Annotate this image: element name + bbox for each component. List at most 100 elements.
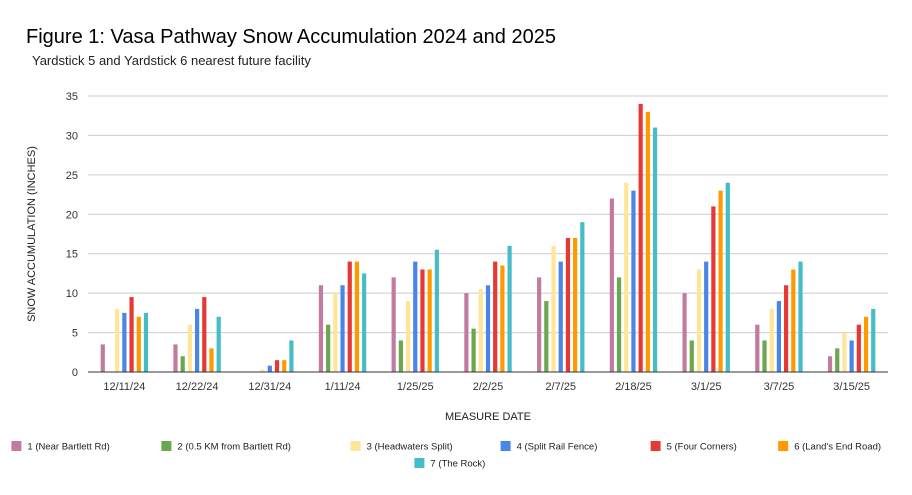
y-tick-label: 0 <box>72 367 78 379</box>
bar <box>696 269 702 372</box>
bar <box>180 356 185 372</box>
bar <box>173 344 178 372</box>
bar <box>471 328 476 372</box>
bar <box>784 285 789 372</box>
bar <box>827 356 833 372</box>
bar <box>711 206 716 372</box>
bar <box>129 297 134 372</box>
bar <box>122 312 127 372</box>
legend-swatch <box>650 441 661 451</box>
legend: 1 (Near Bartlett Rd) 2 (0.5 KM from Bartl… <box>11 441 881 470</box>
x-tick-label: 3/1/25 <box>691 381 722 393</box>
y-tick-label: 20 <box>66 209 78 221</box>
bar <box>645 111 650 373</box>
legend-label: 4 (Split Rail Fence) <box>517 442 598 453</box>
grid-lines <box>88 95 888 334</box>
legend-label: 1 (Near Bartlett Rd) <box>27 442 109 453</box>
x-axis-ticks: 12/11/24 12/22/24 12/31/24 1/11/24 1/25/25 2/… <box>103 381 870 393</box>
x-tick-label: 12/11/24 <box>103 381 145 393</box>
bar <box>115 308 120 372</box>
y-axis-ticks: 0 5 10 15 20 25 30 35 <box>66 91 78 379</box>
bar <box>725 182 730 372</box>
legend-swatch <box>161 441 172 451</box>
bar <box>187 324 192 372</box>
bar <box>493 261 498 372</box>
bar <box>500 265 505 372</box>
bar <box>464 293 469 372</box>
bar <box>624 182 629 372</box>
bar <box>704 261 709 372</box>
x-tick-label: 12/22/24 <box>176 381 219 393</box>
bar <box>326 324 331 372</box>
legend-label: 6 (Land's End Road) <box>794 442 881 453</box>
bar <box>398 340 403 372</box>
legend-label: 5 (Four Corners) <box>667 442 737 453</box>
bar <box>507 245 512 372</box>
chart-title: Figure 1: Vasa Pathway Snow Accumulation… <box>26 26 556 48</box>
bar <box>573 237 578 372</box>
bar <box>842 332 847 372</box>
x-tick-label: 2/7/25 <box>545 381 576 393</box>
x-tick-label: 2/2/25 <box>473 381 504 393</box>
bar <box>194 308 200 372</box>
legend-swatch <box>778 441 789 451</box>
bar <box>347 261 352 372</box>
bar <box>769 308 774 372</box>
bar <box>558 261 563 372</box>
bar <box>835 348 840 372</box>
bar <box>209 348 214 372</box>
x-tick-label: 1/11/24 <box>325 381 361 393</box>
x-tick-label: 1/25/25 <box>397 381 434 393</box>
bar <box>136 316 141 372</box>
bar <box>638 103 643 372</box>
legend-label: 2 (0.5 KM from Bartlett Rd) <box>177 442 291 453</box>
bar <box>333 293 338 372</box>
legend-swatch <box>414 458 425 468</box>
bar <box>616 277 622 372</box>
y-tick-label: 35 <box>66 91 78 103</box>
y-tick-label: 15 <box>66 249 78 261</box>
x-tick-label: 3/15/25 <box>833 381 870 393</box>
bar <box>143 312 149 372</box>
bar <box>420 269 425 372</box>
bar <box>791 269 796 372</box>
bar <box>544 301 549 372</box>
bars <box>100 103 876 373</box>
chart-subtitle: Yardstick 5 and Yardstick 6 nearest futu… <box>32 53 311 68</box>
bar <box>631 190 636 372</box>
bar <box>340 285 345 372</box>
bar <box>260 369 265 372</box>
y-tick-label: 5 <box>72 328 78 340</box>
bar <box>427 269 432 372</box>
bar <box>318 285 324 372</box>
bar <box>267 365 272 372</box>
y-axis-title: SNOW ACCUMULATION (INCHES) <box>26 146 38 322</box>
bar <box>652 127 658 373</box>
bar <box>776 301 782 372</box>
bar <box>856 324 861 372</box>
y-tick-label: 10 <box>66 288 78 300</box>
bar <box>478 289 483 372</box>
x-tick-label: 12/31/24 <box>248 381 291 393</box>
bar <box>551 245 556 372</box>
x-tick-label: 2/18/25 <box>615 381 652 393</box>
bar <box>289 340 294 372</box>
bar <box>689 340 694 372</box>
legend-label: 3 (Headwaters Split) <box>367 442 453 453</box>
bar <box>755 324 760 372</box>
bar <box>391 277 396 372</box>
bar <box>798 261 803 372</box>
bar <box>871 308 876 372</box>
bar <box>718 190 723 372</box>
y-tick-label: 30 <box>66 130 78 142</box>
bar <box>609 198 614 372</box>
bar <box>485 285 491 372</box>
bar <box>282 360 287 372</box>
bar <box>537 277 542 372</box>
bar <box>405 301 411 372</box>
legend-label: 7 (The Rock) <box>430 459 485 470</box>
legend-swatch <box>500 441 511 451</box>
bar <box>100 344 105 372</box>
bar <box>863 316 869 372</box>
